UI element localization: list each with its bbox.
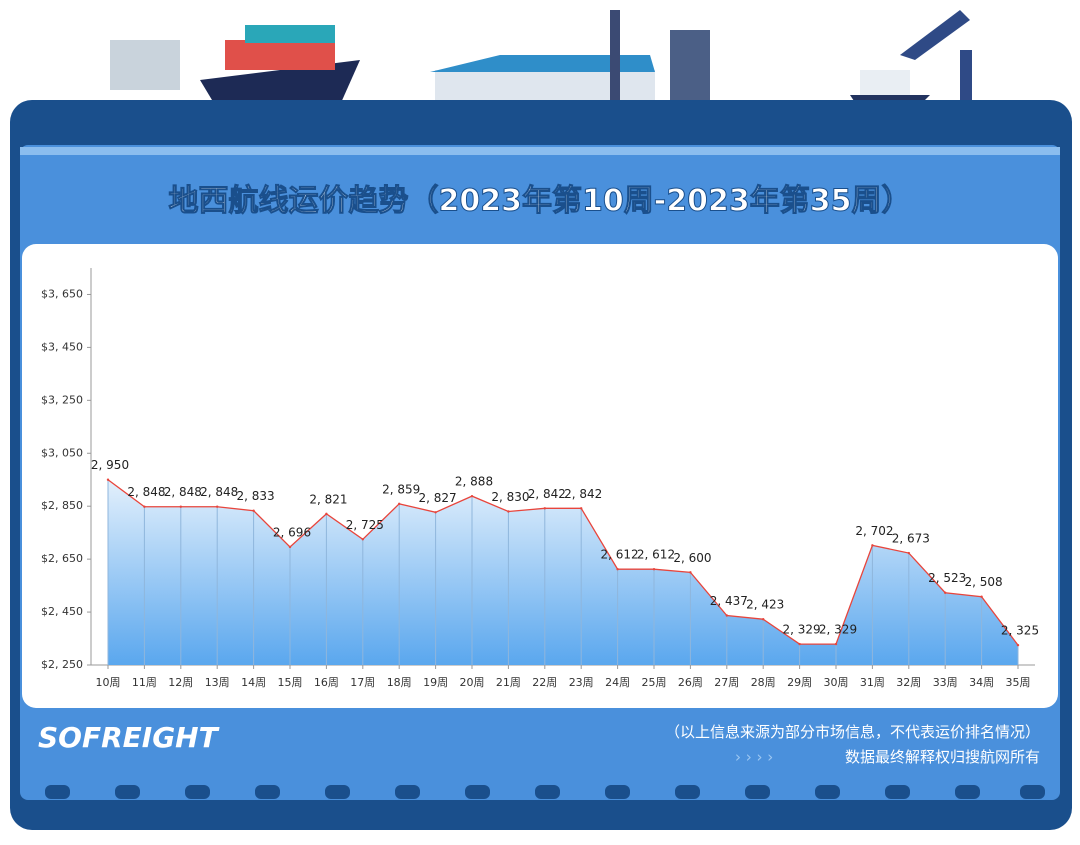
value-label: 2, 329 [819,623,857,637]
point [834,642,838,646]
x-tick-label: 25周 [642,676,667,689]
x-tick-label: 18周 [387,676,412,689]
x-tick-label: 33周 [933,676,958,689]
point [325,512,328,516]
value-label: 2, 848 [200,485,238,499]
point [725,614,728,617]
value-label: 2, 842 [564,487,602,501]
point [798,642,801,646]
x-tick-label: 26周 [678,676,703,689]
value-label: 2, 830 [491,490,529,504]
value-label: 2, 859 [382,482,420,496]
y-tick-label: $3, 250 [41,393,83,406]
plot: $2, 250 $2, 450 $2, 650 $2, 850 $3, 050 $3, 2… [41,268,1039,689]
x-tick-label: 22周 [532,676,557,689]
x-tick-label: 14周 [241,676,266,689]
x-tick-label: 29周 [787,676,812,689]
x-tick-label: 24周 [605,676,630,689]
point [361,538,364,541]
value-label: 2, 600 [673,551,711,565]
x-tick-label: 27周 [714,676,739,689]
point [470,494,474,498]
logo: SOFREIGHT [38,721,220,754]
value-label: 2, 950 [91,458,129,472]
value-label: 2, 696 [273,525,311,539]
y-tick-label: $3, 050 [41,446,83,459]
x-tick-label: 30周 [824,676,849,689]
bottom-tabs [45,785,1045,799]
point [288,545,292,549]
point [580,507,583,510]
x-tick-label: 19周 [423,676,448,689]
point [944,591,947,594]
value-label: 2, 725 [346,518,384,532]
x-tick-label: 32周 [896,676,921,689]
point [143,505,146,508]
x-tick-label: 10周 [96,676,121,689]
x-tick-label: 15周 [278,676,303,689]
y-tick-label: $2, 450 [41,605,83,618]
point [507,510,510,513]
point [689,571,692,574]
y-tick-label: $3, 650 [41,287,83,300]
line [107,479,1019,646]
x-tick-label: 35周 [1006,676,1031,689]
value-label: 2, 673 [892,532,930,546]
value-label: 2, 821 [309,492,347,506]
point [252,509,255,512]
point [1016,643,1020,647]
point [398,502,401,506]
value-label: 2, 842 [528,487,566,501]
point [907,551,910,555]
value-label: 2, 848 [164,485,202,499]
y-tick-label: $3, 450 [41,340,83,353]
value-label: 2, 508 [965,575,1003,589]
x-tick-label: 20周 [460,676,485,689]
decoration [110,10,972,110]
point [434,511,437,514]
value-label: 2, 702 [855,524,893,538]
x-tick-label: 31周 [860,676,885,689]
x-tick-label: 13周 [205,676,230,689]
value-label: 2, 423 [746,598,784,612]
panel-stripe [20,147,1060,155]
chart-title: 地西航线运价趋势（2023年第10周-2023年第35周） [169,184,912,219]
point [616,567,619,571]
area [108,479,1018,665]
x-tick-label: 28周 [751,676,776,689]
point [871,544,874,547]
value-label: 2, 329 [783,623,821,637]
point [980,595,983,598]
x-tick-label: 16周 [314,676,339,689]
y-tick-label: $2, 250 [41,658,83,671]
value-label: 2, 612 [637,548,675,562]
x-tick-label: 34周 [969,676,994,689]
chevrons: › › › › [735,748,773,766]
point [762,618,765,621]
point [179,505,182,508]
value-label: 2, 437 [710,594,748,608]
value-label: 2, 523 [928,571,966,585]
value-label: 2, 848 [127,485,165,499]
value-label: 2, 325 [1001,624,1039,638]
point [543,507,546,510]
value-label: 2, 833 [237,489,275,503]
value-label: 2, 612 [601,548,639,562]
value-label: 2, 827 [419,491,457,505]
y-tick-label: $2, 850 [41,499,83,512]
y-tick-label: $2, 650 [41,552,83,565]
point [216,505,219,508]
point [652,567,656,571]
x-tick-label: 21周 [496,676,521,689]
point [106,478,110,481]
x-tick-label: 17周 [350,676,375,689]
footer-note: （以上信息来源为部分市场信息，不代表运价排名情况） [665,723,1040,741]
x-tick-label: 23周 [569,676,594,689]
x-tick-label: 11周 [132,676,157,689]
footer-rights: 数据最终解释权归搜航网所有 [845,748,1040,766]
value-label: 2, 888 [455,475,493,489]
x-tick-label: 12周 [168,676,193,689]
